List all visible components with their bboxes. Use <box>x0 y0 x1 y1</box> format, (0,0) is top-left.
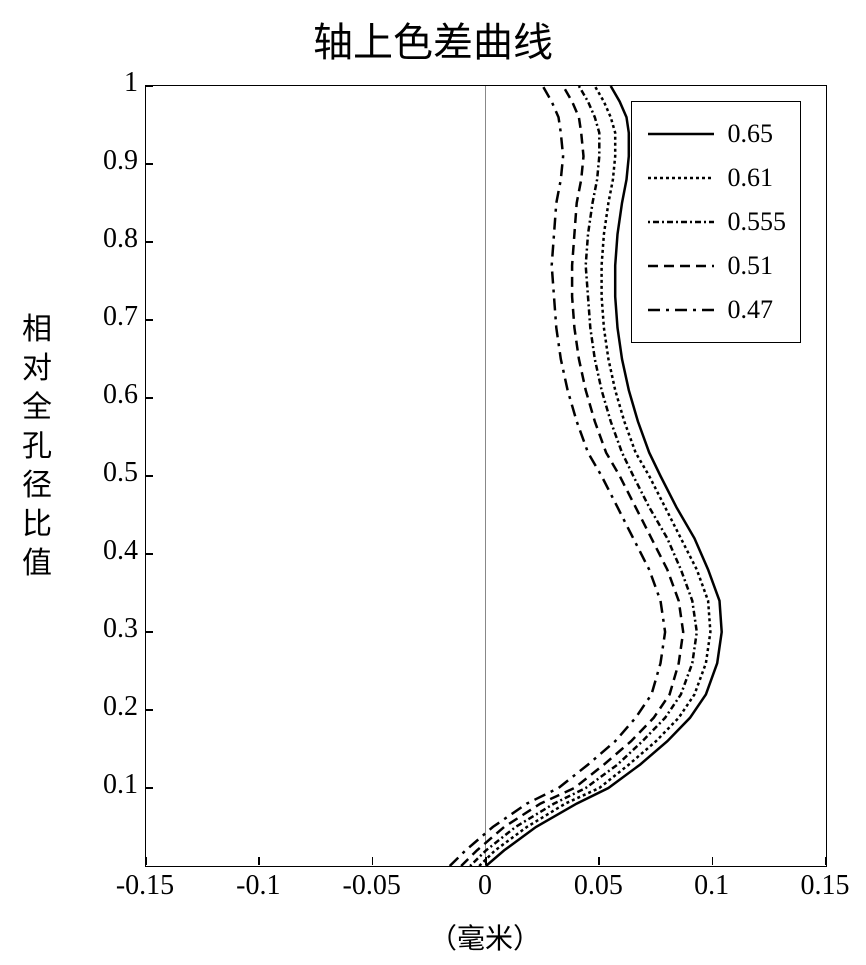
legend-row: 0.555 <box>646 200 787 244</box>
y-tick <box>145 475 153 477</box>
y-tick-label: 0.6 <box>83 379 138 411</box>
y-tick <box>145 241 153 243</box>
legend-swatch <box>646 298 716 322</box>
legend-swatch <box>646 122 716 146</box>
x-tick-label: 0.1 <box>694 870 729 902</box>
legend-row: 0.47 <box>646 288 787 332</box>
x-tick <box>598 857 600 865</box>
x-tick <box>825 857 827 865</box>
y-tick-label: 0.5 <box>83 457 138 489</box>
y-tick <box>145 631 153 633</box>
y-tick <box>145 163 153 165</box>
x-tick-label: 0.15 <box>801 870 850 902</box>
legend-swatch <box>646 210 716 234</box>
x-tick-label: 0 <box>478 870 492 902</box>
plot-area: 0.65 0.61 0.555 0.51 0.47 <box>145 85 827 867</box>
x-tick-label: 0.05 <box>574 870 623 902</box>
y-tick <box>145 397 153 399</box>
y-tick-label: 0.7 <box>83 301 138 333</box>
x-tick <box>485 857 487 865</box>
y-tick <box>145 319 153 321</box>
x-axis-label: （毫米） <box>145 917 825 957</box>
y-tick-label: 0.2 <box>83 691 138 723</box>
y-axis-label: 相 对 全 孔 径 比 值 <box>22 310 52 583</box>
y-tick-label: 0.1 <box>83 769 138 801</box>
y-tick <box>145 709 153 711</box>
y-tick <box>145 85 153 87</box>
y-tick-label: 0.4 <box>83 535 138 567</box>
y-tick <box>145 553 153 555</box>
chart-container: 轴上色差曲线 相 对 全 孔 径 比 值 0.650.610.5550.510.… <box>0 0 866 965</box>
legend-label: 0.65 <box>728 119 774 149</box>
legend-swatch <box>646 166 716 190</box>
x-tick <box>372 857 374 865</box>
y-tick-label: 0.9 <box>83 145 138 177</box>
chart-title: 轴上色差曲线 <box>0 10 866 68</box>
x-tick <box>145 857 147 865</box>
x-tick <box>712 857 714 865</box>
chart-legend: 0.65 0.61 0.555 0.51 0.47 <box>631 101 802 343</box>
x-tick <box>258 857 260 865</box>
legend-label: 0.51 <box>728 251 774 281</box>
x-tick-label: -0.05 <box>342 870 400 902</box>
legend-label: 0.61 <box>728 163 774 193</box>
y-tick-label: 0.3 <box>83 613 138 645</box>
legend-swatch <box>646 254 716 278</box>
x-tick-label: -0.15 <box>116 870 174 902</box>
legend-label: 0.47 <box>728 295 774 325</box>
legend-row: 0.51 <box>646 244 787 288</box>
y-tick-label: 0.8 <box>83 223 138 255</box>
legend-label: 0.555 <box>728 207 787 237</box>
y-tick-label: 1 <box>83 67 138 99</box>
legend-row: 0.65 <box>646 112 787 156</box>
y-tick <box>145 787 153 789</box>
legend-row: 0.61 <box>646 156 787 200</box>
x-tick-label: -0.1 <box>236 870 280 902</box>
